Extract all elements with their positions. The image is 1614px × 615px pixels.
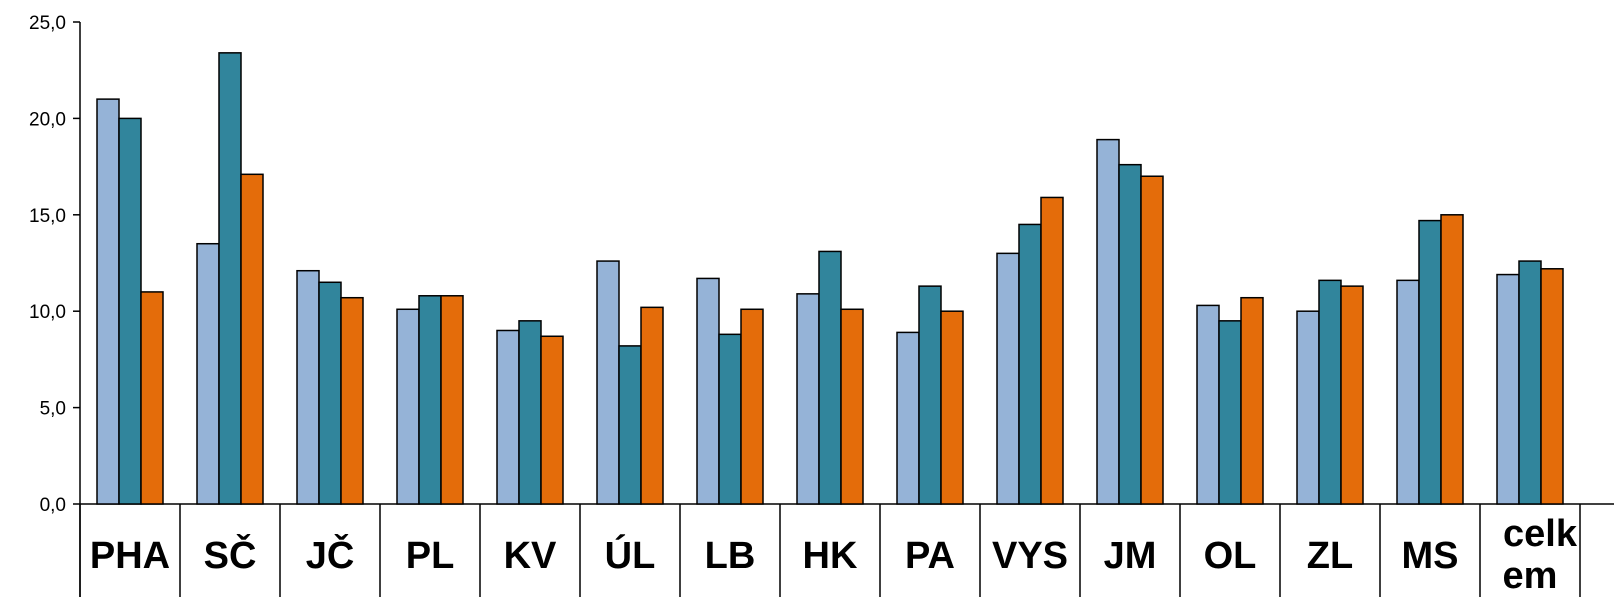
category-label: VYS: [992, 535, 1068, 577]
bar-JČ-series-1: [296, 269, 320, 505]
bar-MS-series-1: [1396, 279, 1420, 505]
bar-JČ-series-3: [340, 296, 364, 505]
y-tick-label: 0,0: [40, 495, 66, 516]
bar-ÚL-series-3: [640, 306, 664, 505]
bar-KV-series-2: [518, 320, 542, 505]
bar-celkem-series-2: [1518, 260, 1542, 505]
bar-ZL-series-3: [1340, 285, 1364, 505]
category-label: KV: [504, 535, 557, 577]
bar-KV-series-1: [496, 329, 520, 505]
category-label: em: [1503, 555, 1558, 597]
category-label: SČ: [204, 532, 257, 577]
bar-JM-series-1: [1096, 138, 1120, 505]
bar-JM-series-2: [1118, 163, 1142, 505]
bar-PL-series-2: [418, 295, 442, 505]
y-tick-label: 10,0: [29, 302, 66, 323]
bar-OL-series-3: [1240, 296, 1264, 505]
bar-OL-series-2: [1218, 320, 1242, 505]
category-label: JM: [1104, 535, 1157, 577]
y-tick-label: 20,0: [29, 109, 66, 130]
bar-ZL-series-1: [1296, 310, 1320, 505]
category-label: OL: [1204, 535, 1257, 577]
category-label: ZL: [1307, 535, 1353, 577]
bar-LB-series-2: [718, 333, 742, 505]
bar-VYS-series-2: [1018, 223, 1042, 505]
category-label: celk: [1503, 513, 1578, 555]
bar-PHA-series-2: [118, 117, 142, 505]
y-tick-label: 25,0: [29, 13, 66, 34]
bar-LB-series-3: [740, 308, 764, 505]
category-label: PA: [905, 535, 955, 577]
category-label: PHA: [90, 535, 170, 577]
bar-MS-series-2: [1418, 219, 1442, 505]
bar-VYS-series-3: [1040, 196, 1064, 505]
bar-PL-series-3: [440, 295, 464, 505]
bar-PHA-series-1: [96, 98, 120, 505]
bar-PL-series-1: [396, 308, 420, 505]
bar-PA-series-2: [918, 285, 942, 505]
category-label: PL: [406, 535, 455, 577]
bar-HK-series-1: [796, 293, 820, 505]
category-label: ÚL: [605, 533, 656, 577]
y-tick-label: 5,0: [40, 399, 66, 420]
bar-VYS-series-1: [996, 252, 1020, 505]
bar-JČ-series-2: [318, 281, 342, 505]
category-label: HK: [803, 535, 858, 577]
bar-PA-series-3: [940, 310, 964, 505]
bar-SČ-series-1: [196, 242, 220, 505]
bar-ÚL-series-1: [596, 260, 620, 505]
bar-OL-series-1: [1196, 304, 1220, 505]
category-label: LB: [705, 535, 756, 577]
bar-LB-series-1: [696, 277, 720, 505]
category-label: JČ: [306, 532, 355, 577]
bar-HK-series-2: [818, 250, 842, 505]
bar-SČ-series-3: [240, 173, 264, 505]
bar-MS-series-3: [1440, 214, 1464, 505]
bar-ZL-series-2: [1318, 279, 1342, 505]
bar-ÚL-series-2: [618, 345, 642, 505]
bar-celkem-series-1: [1496, 273, 1520, 505]
bar-KV-series-3: [540, 335, 564, 505]
bar-JM-series-3: [1140, 175, 1164, 505]
bar-SČ-series-2: [218, 52, 242, 505]
bar-HK-series-3: [840, 308, 864, 505]
y-tick-label: 15,0: [29, 206, 66, 227]
bar-celkem-series-3: [1540, 268, 1564, 505]
bar-PA-series-1: [896, 331, 920, 505]
category-label: MS: [1402, 535, 1459, 577]
bar-PHA-series-3: [140, 291, 164, 505]
